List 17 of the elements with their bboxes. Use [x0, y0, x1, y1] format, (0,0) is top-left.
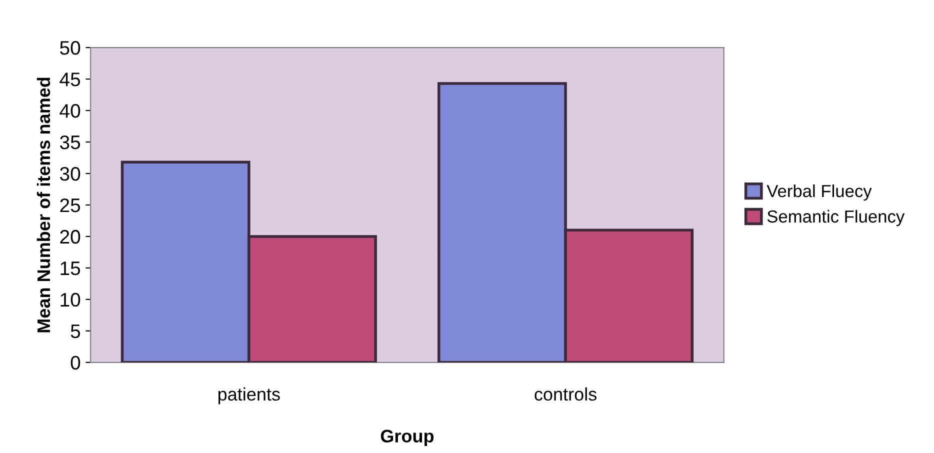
- y-tick-label: 45: [60, 72, 80, 86]
- x-tick-label: patients: [218, 387, 280, 404]
- y-tick-label: 50: [60, 41, 80, 55]
- x-tick-label: controls: [534, 387, 596, 401]
- x-axis-title: Group: [380, 430, 434, 446]
- y-tick-label: 15: [60, 262, 80, 276]
- y-tick-label: 10: [60, 292, 80, 307]
- y-axis-title: Mean Number of items named: [36, 78, 50, 332]
- y-tick-label: 0: [70, 356, 80, 370]
- y-tick-label: 30: [60, 166, 80, 181]
- legend-label: Verbal Fluecy: [766, 184, 872, 201]
- legend-label: Semantic Fluency: [767, 210, 905, 226]
- y-tick-label: 40: [60, 104, 80, 118]
- y-tick-label: 20: [60, 230, 80, 244]
- y-tick-label: 25: [60, 198, 80, 212]
- y-tick-label: 5: [70, 324, 80, 338]
- y-tick-label: 35: [60, 135, 80, 150]
